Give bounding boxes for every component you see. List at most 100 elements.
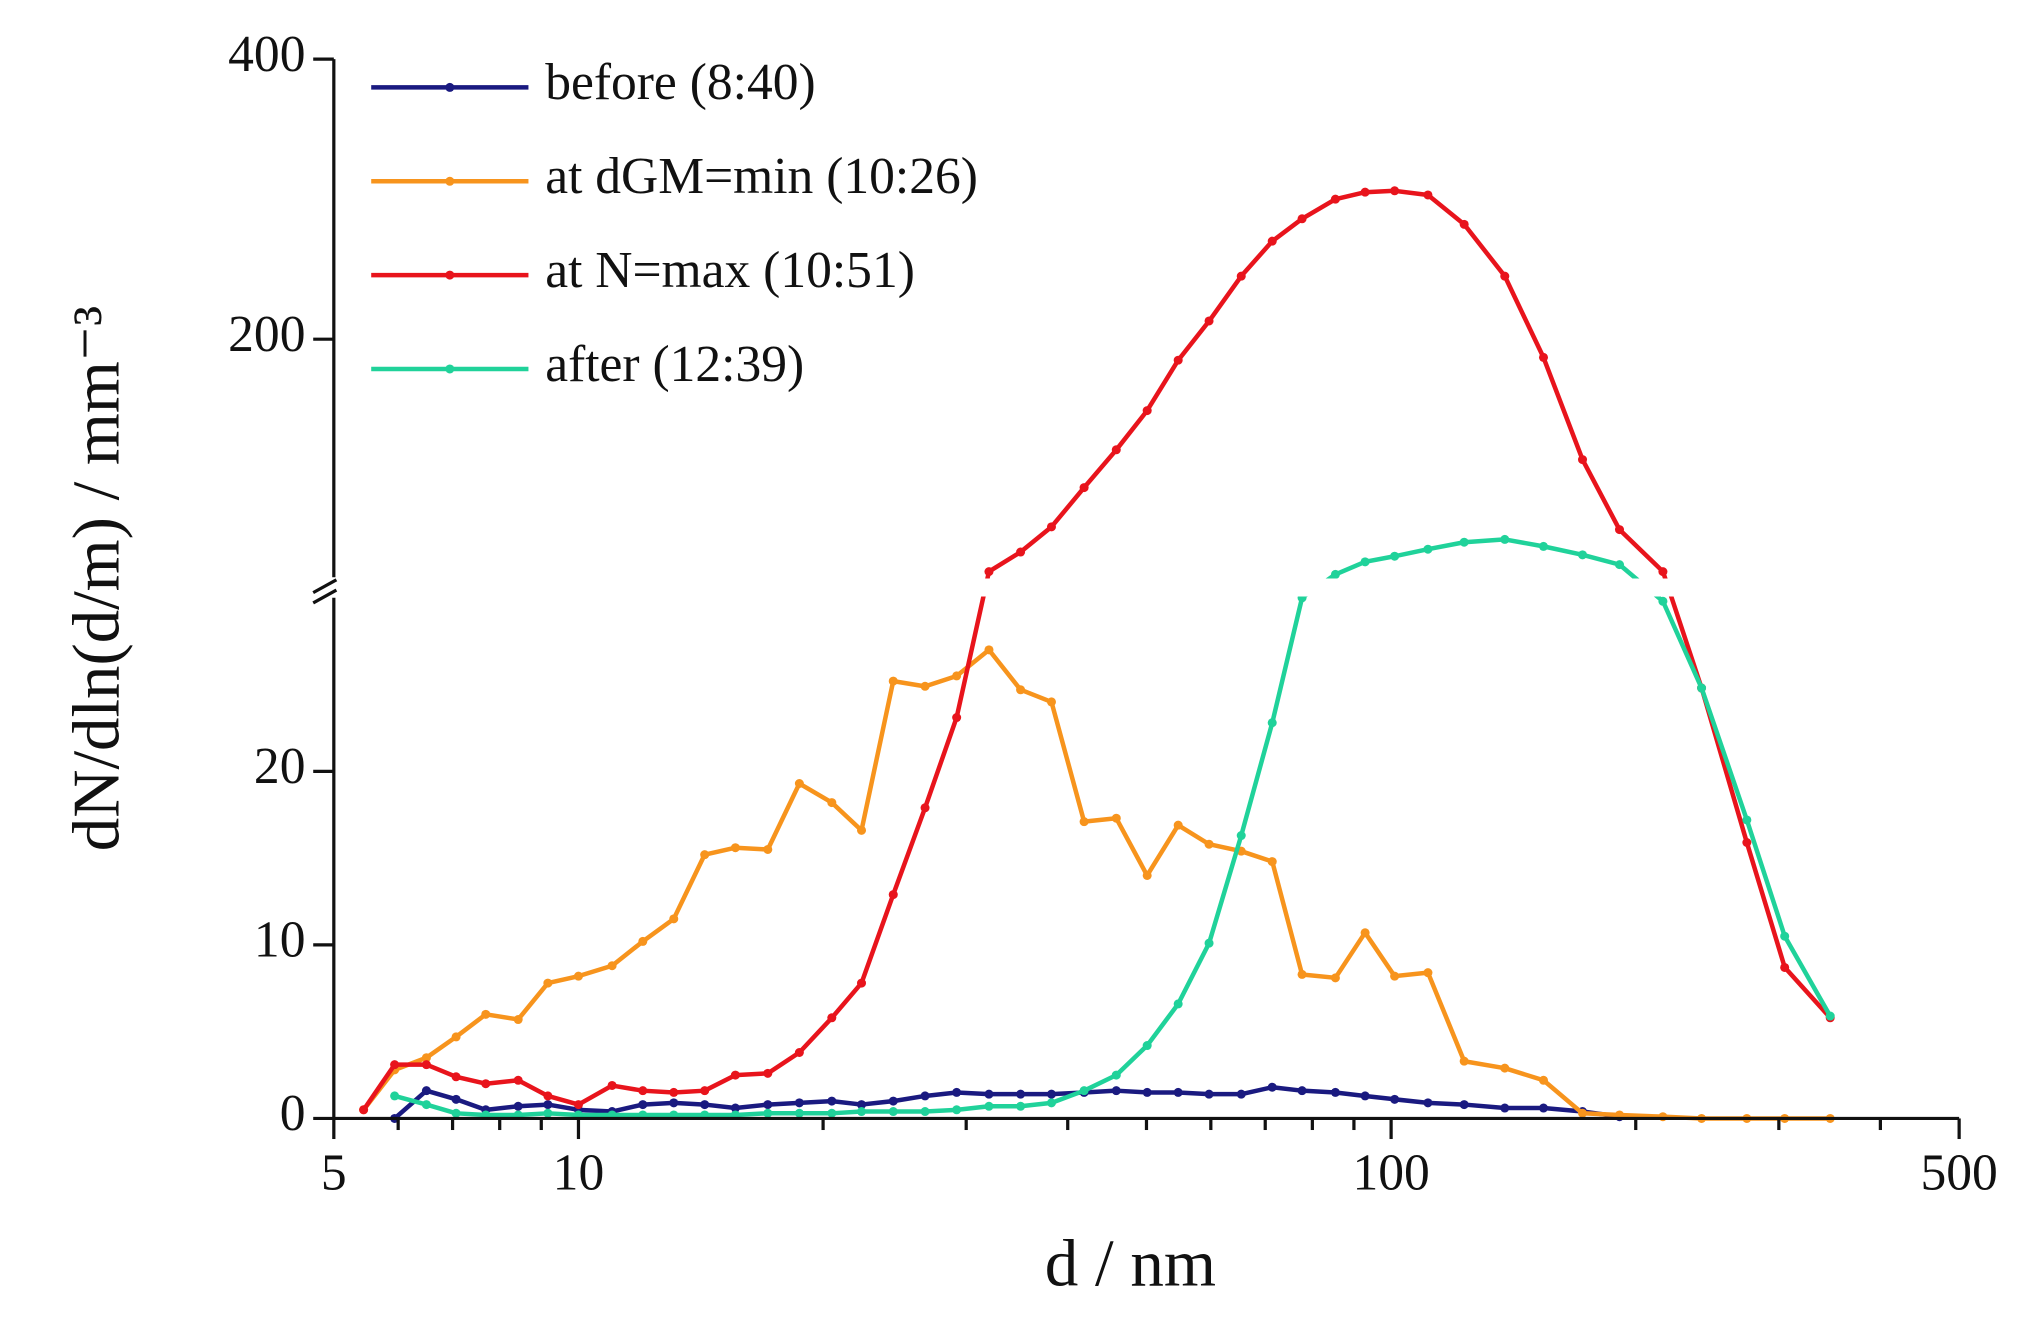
data-point <box>1423 544 1433 554</box>
x-tick-label: 500 <box>1920 1144 1997 1201</box>
data-point <box>952 713 962 723</box>
data-point <box>1360 928 1370 938</box>
axis-break-mark <box>312 578 338 595</box>
data-point <box>1578 455 1588 465</box>
data-point <box>1360 187 1370 197</box>
series-line <box>394 537 1833 1118</box>
data-point <box>856 1100 867 1110</box>
data-point <box>984 1089 994 1099</box>
data-point <box>451 1108 461 1118</box>
y-tick-label: 10 <box>254 912 306 969</box>
data-point <box>794 778 804 788</box>
data-point <box>1046 697 1056 707</box>
legend-label: at dGM=min (10:26) <box>545 148 978 205</box>
data-point <box>1016 1101 1026 1111</box>
data-point <box>952 671 962 681</box>
data-point <box>1236 271 1246 281</box>
data-point <box>1459 219 1469 229</box>
data-point <box>481 1079 491 1089</box>
data-point <box>1173 999 1183 1009</box>
data-point <box>1459 1056 1469 1066</box>
data-point <box>1236 1089 1246 1099</box>
data-point <box>1046 522 1056 532</box>
data-point <box>1111 445 1121 455</box>
data-point <box>1079 817 1089 827</box>
data-point <box>1578 550 1588 560</box>
data-point <box>1538 1103 1549 1113</box>
x-tick-label: 100 <box>1352 1144 1429 1201</box>
data-point <box>1297 969 1307 979</box>
data-point <box>827 1096 837 1106</box>
legend-label: at N=max (10:51) <box>545 242 915 299</box>
data-point <box>794 1108 804 1118</box>
data-point <box>1204 938 1214 948</box>
data-point <box>669 914 679 924</box>
data-point <box>543 978 553 988</box>
data-point <box>920 1107 930 1117</box>
y-tick-label: 0 <box>280 1085 306 1142</box>
data-point <box>1236 831 1246 841</box>
series-line <box>361 647 1831 1121</box>
data-point <box>421 1086 431 1096</box>
data-point <box>1267 857 1277 867</box>
data-point <box>794 1098 804 1108</box>
data-point <box>1500 1063 1510 1073</box>
data-point <box>1780 931 1790 941</box>
data-point <box>920 1091 930 1101</box>
data-point <box>607 1080 617 1090</box>
data-point <box>1330 194 1340 204</box>
data-point <box>1267 718 1277 728</box>
data-point <box>390 1091 400 1101</box>
data-point <box>451 1032 461 1042</box>
data-point <box>763 1108 773 1118</box>
data-point <box>1204 316 1214 326</box>
data-point <box>1742 838 1752 848</box>
data-point <box>1500 534 1510 544</box>
axis-break-mark <box>312 588 338 605</box>
data-point <box>1267 236 1277 246</box>
data-point <box>730 843 740 853</box>
data-point <box>638 1086 648 1096</box>
data-point <box>513 1101 523 1111</box>
data-point <box>543 1100 553 1110</box>
data-point <box>1330 973 1340 983</box>
data-point <box>1016 1089 1026 1099</box>
data-point <box>1697 683 1707 693</box>
data-point <box>700 850 710 860</box>
data-point <box>1538 1075 1549 1085</box>
data-point <box>888 1107 898 1117</box>
y-axis-label: dN/dln(d/m) / mm⁻³ <box>59 306 133 851</box>
data-point <box>1390 971 1400 981</box>
y-tick-label: 200 <box>228 306 305 363</box>
data-point <box>1142 870 1152 880</box>
data-point <box>1360 557 1370 567</box>
data-point <box>763 1068 773 1078</box>
axis-break-gap <box>295 578 1973 597</box>
data-point <box>513 1075 523 1085</box>
data-point <box>1142 1087 1152 1097</box>
data-point <box>1046 1098 1056 1108</box>
data-point <box>1142 1041 1152 1051</box>
data-point <box>827 798 837 808</box>
x-tick-label: 5 <box>321 1144 347 1201</box>
data-point <box>763 844 773 854</box>
y-tick-label: 20 <box>254 738 306 795</box>
legend-label: after (12:39) <box>545 336 804 393</box>
data-point <box>669 1098 679 1108</box>
data-point <box>421 1060 431 1070</box>
data-point <box>481 1009 491 1019</box>
data-point <box>1614 525 1625 535</box>
legend-marker <box>445 82 455 92</box>
data-point <box>1142 406 1152 416</box>
data-point <box>1390 186 1400 196</box>
data-point <box>1578 1108 1588 1118</box>
data-point <box>984 567 994 577</box>
x-axis-label: d / nm <box>1045 1227 1216 1301</box>
data-point <box>984 645 994 655</box>
data-point <box>1297 1086 1307 1096</box>
data-point <box>1742 815 1752 825</box>
data-point <box>1658 567 1668 577</box>
data-point <box>1423 968 1433 978</box>
data-point <box>543 1091 553 1101</box>
